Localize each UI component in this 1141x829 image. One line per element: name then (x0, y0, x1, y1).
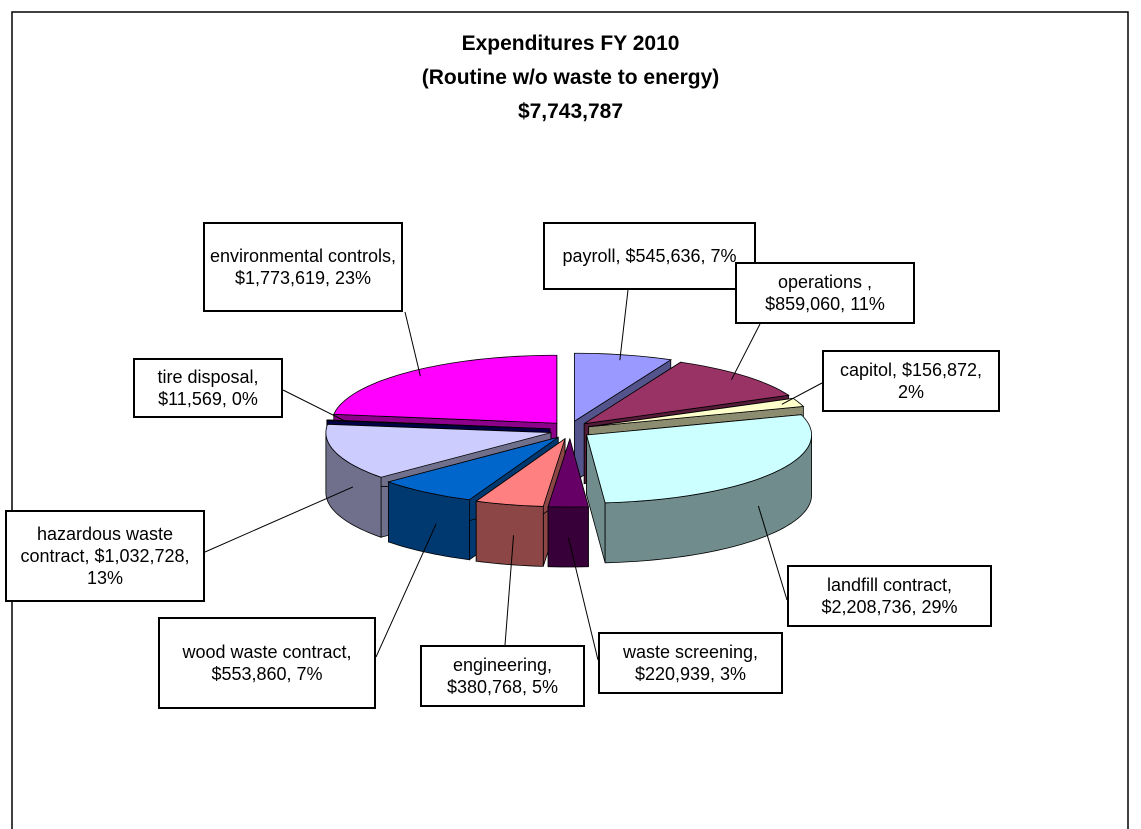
leader-line (781, 382, 823, 405)
slice (586, 414, 812, 504)
chart-total: $7,743,787 (517, 100, 624, 123)
data-label: payroll, $545,636, 7% (543, 222, 756, 290)
slice (387, 436, 559, 501)
slice (475, 437, 566, 507)
slice (584, 361, 790, 425)
leader-line (204, 486, 354, 553)
data-label: landfill contract, $2,208,736, 29% (787, 565, 992, 627)
data-label: wood waste contract, $553,860, 7% (158, 617, 376, 709)
leader-line (504, 535, 515, 646)
chart-title: Expenditures FY 2010 (461, 32, 680, 55)
data-label: operations , $859,060, 11% (735, 262, 915, 324)
slice-side (547, 506, 589, 568)
data-label: environmental controls, $1,773,619, 23% (203, 222, 403, 312)
chart-subtitle: (Routine w/o waste to energy) (421, 66, 720, 89)
slice (547, 437, 589, 508)
data-label: waste screening, $220,939, 3% (598, 632, 783, 694)
slice (325, 423, 551, 478)
leader-line (619, 289, 629, 361)
data-label: hazardous waste contract, $1,032,728, 13… (5, 510, 205, 602)
leader-line (757, 505, 788, 601)
slice (326, 419, 551, 430)
slice (333, 354, 558, 424)
slice-side (475, 500, 544, 567)
data-label: engineering, $380,768, 5% (420, 645, 585, 707)
leader-line (404, 311, 421, 377)
leader-line (282, 389, 346, 422)
leader-line (731, 323, 761, 380)
leader-line (375, 523, 437, 658)
leader-line (567, 537, 599, 661)
data-label: capitol, $156,872, 2% (822, 350, 1000, 412)
data-label: tire disposal, $11,569, 0% (133, 358, 283, 418)
slice (573, 352, 672, 422)
